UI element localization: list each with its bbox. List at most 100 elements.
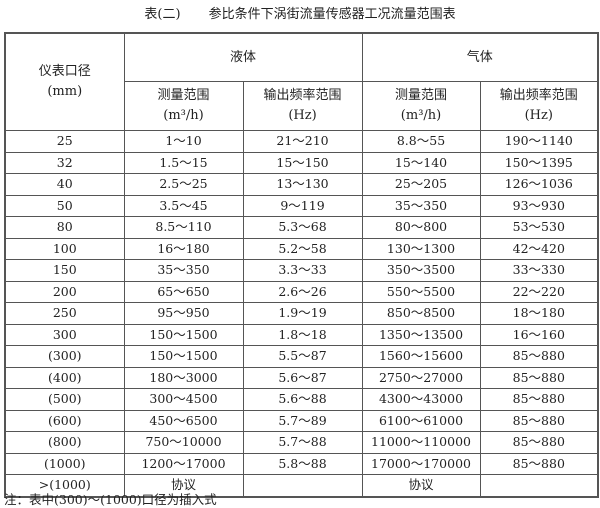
cell-diameter: (1000) (4, 452, 125, 475)
cell-liquid-range: 150～1500 (123, 345, 244, 368)
header-diameter: 仪表口径 (mm) (4, 32, 125, 131)
cell-gas-freq: 93～930 (479, 194, 599, 217)
cell-gas-range: 550～5500 (361, 280, 481, 303)
cell-gas-range: 1350～13500 (361, 323, 481, 346)
header-gas-range: 测量范围 (m³/h) (361, 81, 481, 131)
cell-liquid-range: 1200～17000 (123, 452, 244, 475)
cell-gas-freq: 85～880 (479, 345, 599, 368)
cell-gas-range: 8.8～55 (361, 130, 481, 153)
table-row: (600) 450～6500 5.7～89 6100～61000 85～880 (4, 409, 599, 432)
cell-liquid-range: 300～4500 (123, 388, 244, 411)
header-liquid-range: 测量范围 (m³/h) (123, 81, 244, 131)
cell-diameter: (400) (4, 366, 125, 389)
cell-liquid-range: 8.5～110 (123, 216, 244, 239)
table-row: 50 3.5～45 9～119 35～350 93～930 (4, 194, 599, 217)
cell-gas-range: 协议 (361, 474, 481, 497)
cell-gas-freq: 85～880 (479, 431, 599, 454)
table-row: 200 65～650 2.6～26 550～5500 22～220 (4, 280, 599, 303)
table-row: (500) 300～4500 5.6～88 4300～43000 85～880 (4, 388, 599, 411)
cell-liquid-range: 750～10000 (123, 431, 244, 454)
cell-liquid-freq: 21～210 (242, 130, 363, 153)
cell-liquid-range: 1～10 (123, 130, 244, 153)
header-range-label: 测量范围 (157, 88, 210, 103)
cell-gas-freq: 85～880 (479, 388, 599, 411)
cell-gas-freq: 18～180 (479, 302, 599, 325)
table-row: (1000) 1200～17000 5.8～88 17000～170000 85～880 (4, 452, 599, 475)
cell-gas-freq (479, 474, 599, 497)
header-liquid: 液体 (123, 32, 363, 82)
cell-gas-range: 2750～27000 (361, 366, 481, 389)
cell-liquid-range: 1.5～15 (123, 151, 244, 174)
cell-gas-range: 11000～110000 (361, 431, 481, 454)
header-freq-unit: (Hz) (288, 108, 317, 123)
cell-diameter: 40 (4, 173, 125, 196)
header-diameter-label: 仪表口径 (38, 64, 91, 79)
cell-liquid-range: 16～180 (123, 237, 244, 260)
cell-gas-freq: 33～330 (479, 259, 599, 282)
cell-liquid-range: 150～1500 (123, 323, 244, 346)
cell-diameter: (300) (4, 345, 125, 368)
cell-gas-freq: 85～880 (479, 452, 599, 475)
cell-liquid-freq: 5.6～88 (242, 388, 363, 411)
header-gas-freq: 输出频率范围 (Hz) (479, 81, 599, 131)
cell-liquid-range: 35～350 (123, 259, 244, 282)
cell-gas-range: 6100～61000 (361, 409, 481, 432)
header-range-unit: (m³/h) (163, 108, 204, 123)
cell-gas-freq: 16～160 (479, 323, 599, 346)
cell-gas-range: 80～800 (361, 216, 481, 239)
table-row: 100 16～180 5.2～58 130～1300 42～420 (4, 237, 599, 260)
cell-liquid-range: 3.5～45 (123, 194, 244, 217)
table-row: 300 150～1500 1.8～18 1350～13500 16～160 (4, 323, 599, 346)
cell-liquid-freq: 5.7～88 (242, 431, 363, 454)
cell-diameter: 150 (4, 259, 125, 282)
cell-liquid-freq: 5.7～89 (242, 409, 363, 432)
cell-gas-freq: 190～1140 (479, 130, 599, 153)
cell-liquid-freq: 3.3～33 (242, 259, 363, 282)
cell-liquid-range: 95～950 (123, 302, 244, 325)
cell-gas-range: 15～140 (361, 151, 481, 174)
table-row: 25 1～10 21～210 8.8～55 190～1140 (4, 130, 599, 153)
cell-gas-freq: 53～530 (479, 216, 599, 239)
cell-liquid-range: 450～6500 (123, 409, 244, 432)
cell-gas-range: 25～205 (361, 173, 481, 196)
cell-gas-freq: 85～880 (479, 409, 599, 432)
cell-gas-freq: 150～1395 (479, 151, 599, 174)
table-row: 40 2.5～25 13～130 25～205 126～1036 (4, 173, 599, 196)
cell-liquid-freq: 1.8～18 (242, 323, 363, 346)
cell-liquid-freq: 5.5～87 (242, 345, 363, 368)
cell-liquid-freq: 5.8～88 (242, 452, 363, 475)
table-row: (400) 180～3000 5.6～87 2750～27000 85～880 (4, 366, 599, 389)
cell-diameter: 250 (4, 302, 125, 325)
table-row: 250 95～950 1.9～19 850～8500 18～180 (4, 302, 599, 325)
table-row: (300) 150～1500 5.5～87 1560～15600 85～880 (4, 345, 599, 368)
header-freq-label: 输出频率范围 (263, 88, 342, 103)
cell-diameter: (600) (4, 409, 125, 432)
flow-range-table: 仪表口径 (mm) 液体 气体 测量范围 (m³/h) 输出频率范围 (Hz) 测量范… (4, 32, 600, 498)
table-row: >(1000) 协议 协议 (4, 474, 599, 497)
cell-diameter: 32 (4, 151, 125, 174)
header-liquid-freq: 输出频率范围 (Hz) (242, 81, 363, 131)
cell-gas-freq: 126～1036 (479, 173, 599, 196)
cell-gas-range: 350～3500 (361, 259, 481, 282)
header-gas: 气体 (361, 32, 599, 82)
cell-diameter: 100 (4, 237, 125, 260)
header-freq-unit: (Hz) (524, 108, 553, 123)
cell-diameter: (500) (4, 388, 125, 411)
table-row: (800) 750～10000 5.7～88 11000～110000 85～880 (4, 431, 599, 454)
cell-diameter: 200 (4, 280, 125, 303)
cell-liquid-freq: 13～130 (242, 173, 363, 196)
cell-liquid-freq: 5.6～87 (242, 366, 363, 389)
cell-liquid-range: 180～3000 (123, 366, 244, 389)
cell-diameter: 25 (4, 130, 125, 153)
header-diameter-unit: (mm) (47, 84, 83, 99)
cell-diameter: 50 (4, 194, 125, 217)
cell-liquid-freq (242, 474, 363, 497)
cell-diameter: 300 (4, 323, 125, 346)
cell-diameter: (800) (4, 431, 125, 454)
header-range-label: 测量范围 (395, 88, 448, 103)
table-row: 150 35～350 3.3～33 350～3500 33～330 (4, 259, 599, 282)
cell-liquid-freq: 5.3～68 (242, 216, 363, 239)
table-number: 表(二) (144, 7, 181, 22)
table-title: 表(二) 参比条件下涡街流量传感器工况流量范围表 (0, 3, 600, 22)
cell-gas-range: 35～350 (361, 194, 481, 217)
